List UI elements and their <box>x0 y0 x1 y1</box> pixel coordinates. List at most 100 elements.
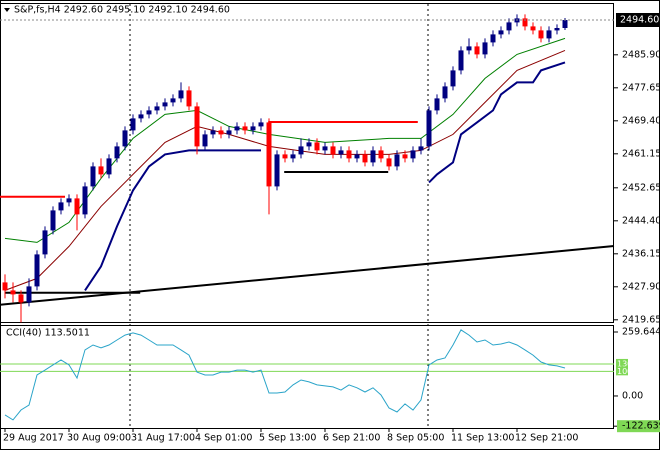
candle-body <box>186 90 192 107</box>
candle-body <box>338 150 344 155</box>
level-label: 130 <box>617 359 632 368</box>
candle-body <box>370 150 376 163</box>
candle-body <box>226 130 232 135</box>
indicator-line <box>84 61 566 291</box>
candle-body <box>458 50 464 71</box>
candle-body <box>466 46 472 51</box>
y-tick-label: 2452.65 <box>622 182 660 193</box>
price-label: 2494.60 <box>620 15 659 26</box>
candle-body <box>82 186 88 215</box>
candle-body <box>234 126 240 131</box>
y-tick-label: 259.6446 <box>622 327 660 338</box>
candle-body <box>354 154 360 159</box>
candle-body <box>106 158 112 175</box>
candle-body <box>66 198 72 203</box>
y-tick-box <box>617 420 660 433</box>
candle-body <box>10 290 16 295</box>
candle-body <box>218 130 224 135</box>
trend-line <box>0 245 615 306</box>
candle-body <box>290 154 296 159</box>
candle-body <box>562 20 568 28</box>
candle-body <box>170 98 176 103</box>
candle-body <box>450 70 456 87</box>
candle-body <box>418 146 424 151</box>
candle-body <box>306 142 312 147</box>
candle-body <box>330 146 336 155</box>
candle-body <box>378 150 384 159</box>
indicator-line <box>4 49 566 291</box>
candle-body <box>314 142 320 151</box>
candle-body <box>506 22 512 31</box>
candle-body <box>346 150 352 159</box>
candle-body <box>482 42 488 55</box>
candle-body <box>498 30 504 35</box>
candle-body <box>50 210 56 231</box>
y-tick-label: 2427.90 <box>622 281 660 292</box>
candle-body <box>242 126 248 131</box>
candle-body <box>178 90 184 99</box>
candle-body <box>394 154 400 167</box>
candle-body <box>522 18 528 27</box>
chart-title: S&P,fs,H4 2492.60 2495.10 2492.10 2494.6… <box>14 5 230 16</box>
candle-body <box>98 166 104 175</box>
x-tick-label: 12 Sep 21:00 <box>515 433 578 444</box>
candle-body <box>546 30 552 39</box>
menu-arrow[interactable] <box>4 8 10 12</box>
candle-body <box>426 110 432 147</box>
candle-body <box>362 154 368 163</box>
candle-body <box>442 86 448 99</box>
candle-body <box>282 154 288 159</box>
x-tick-label: 30 Aug 09:00 <box>67 433 131 444</box>
candle-body <box>474 46 480 55</box>
candle-body <box>90 166 96 187</box>
candle-body <box>130 118 136 131</box>
x-tick-label: 5 Sep 13:00 <box>259 433 316 444</box>
x-tick-label: 31 Aug 17:00 <box>131 433 195 444</box>
y-tick-label: 2477.65 <box>622 82 660 93</box>
y-tick-label: 2485.90 <box>622 49 660 60</box>
candle-body <box>322 146 328 151</box>
candle-body <box>194 106 200 147</box>
y-tick-label: 2469.40 <box>622 115 660 126</box>
candle-body <box>266 122 272 187</box>
candle-body <box>114 146 120 159</box>
candle-body <box>210 130 216 135</box>
candle-body <box>298 146 304 155</box>
candle-body <box>530 26 536 31</box>
level-label: 100 <box>617 367 632 376</box>
candle-body <box>538 30 544 39</box>
candle-body <box>42 230 48 255</box>
candle-body <box>146 110 152 115</box>
candle-body <box>58 202 64 211</box>
candle-body <box>138 114 144 119</box>
price-label-box <box>616 13 660 27</box>
candle-body <box>410 150 416 159</box>
cci-line <box>4 329 566 421</box>
x-tick-label: 29 Aug 2017 <box>3 433 64 444</box>
candle-body <box>490 34 496 43</box>
candle-body <box>250 126 256 131</box>
candle-body <box>18 294 24 303</box>
candle-body <box>258 122 264 127</box>
candle-body <box>34 254 40 287</box>
y-tick-label: 2419.65 <box>622 314 660 325</box>
candle-body <box>554 28 560 31</box>
y-tick-label: -122.6397 <box>622 421 660 432</box>
x-tick-label: 6 Sep 21:00 <box>323 433 380 444</box>
candle-body <box>202 134 208 147</box>
y-tick-label: 2436.15 <box>622 248 660 259</box>
candle-body <box>154 106 160 111</box>
candle-body <box>162 102 168 107</box>
candle-body <box>122 130 128 147</box>
x-tick-label: 8 Sep 05:00 <box>387 433 444 444</box>
candle-body <box>26 286 32 303</box>
x-tick-label: 11 Sep 13:00 <box>451 433 514 444</box>
y-tick-label: 0.00 <box>622 390 643 401</box>
candle-body <box>386 158 392 167</box>
cci-title: CCI(40) 113.5011 <box>6 328 90 339</box>
candle-body <box>74 198 80 215</box>
level-label-box <box>616 358 628 368</box>
